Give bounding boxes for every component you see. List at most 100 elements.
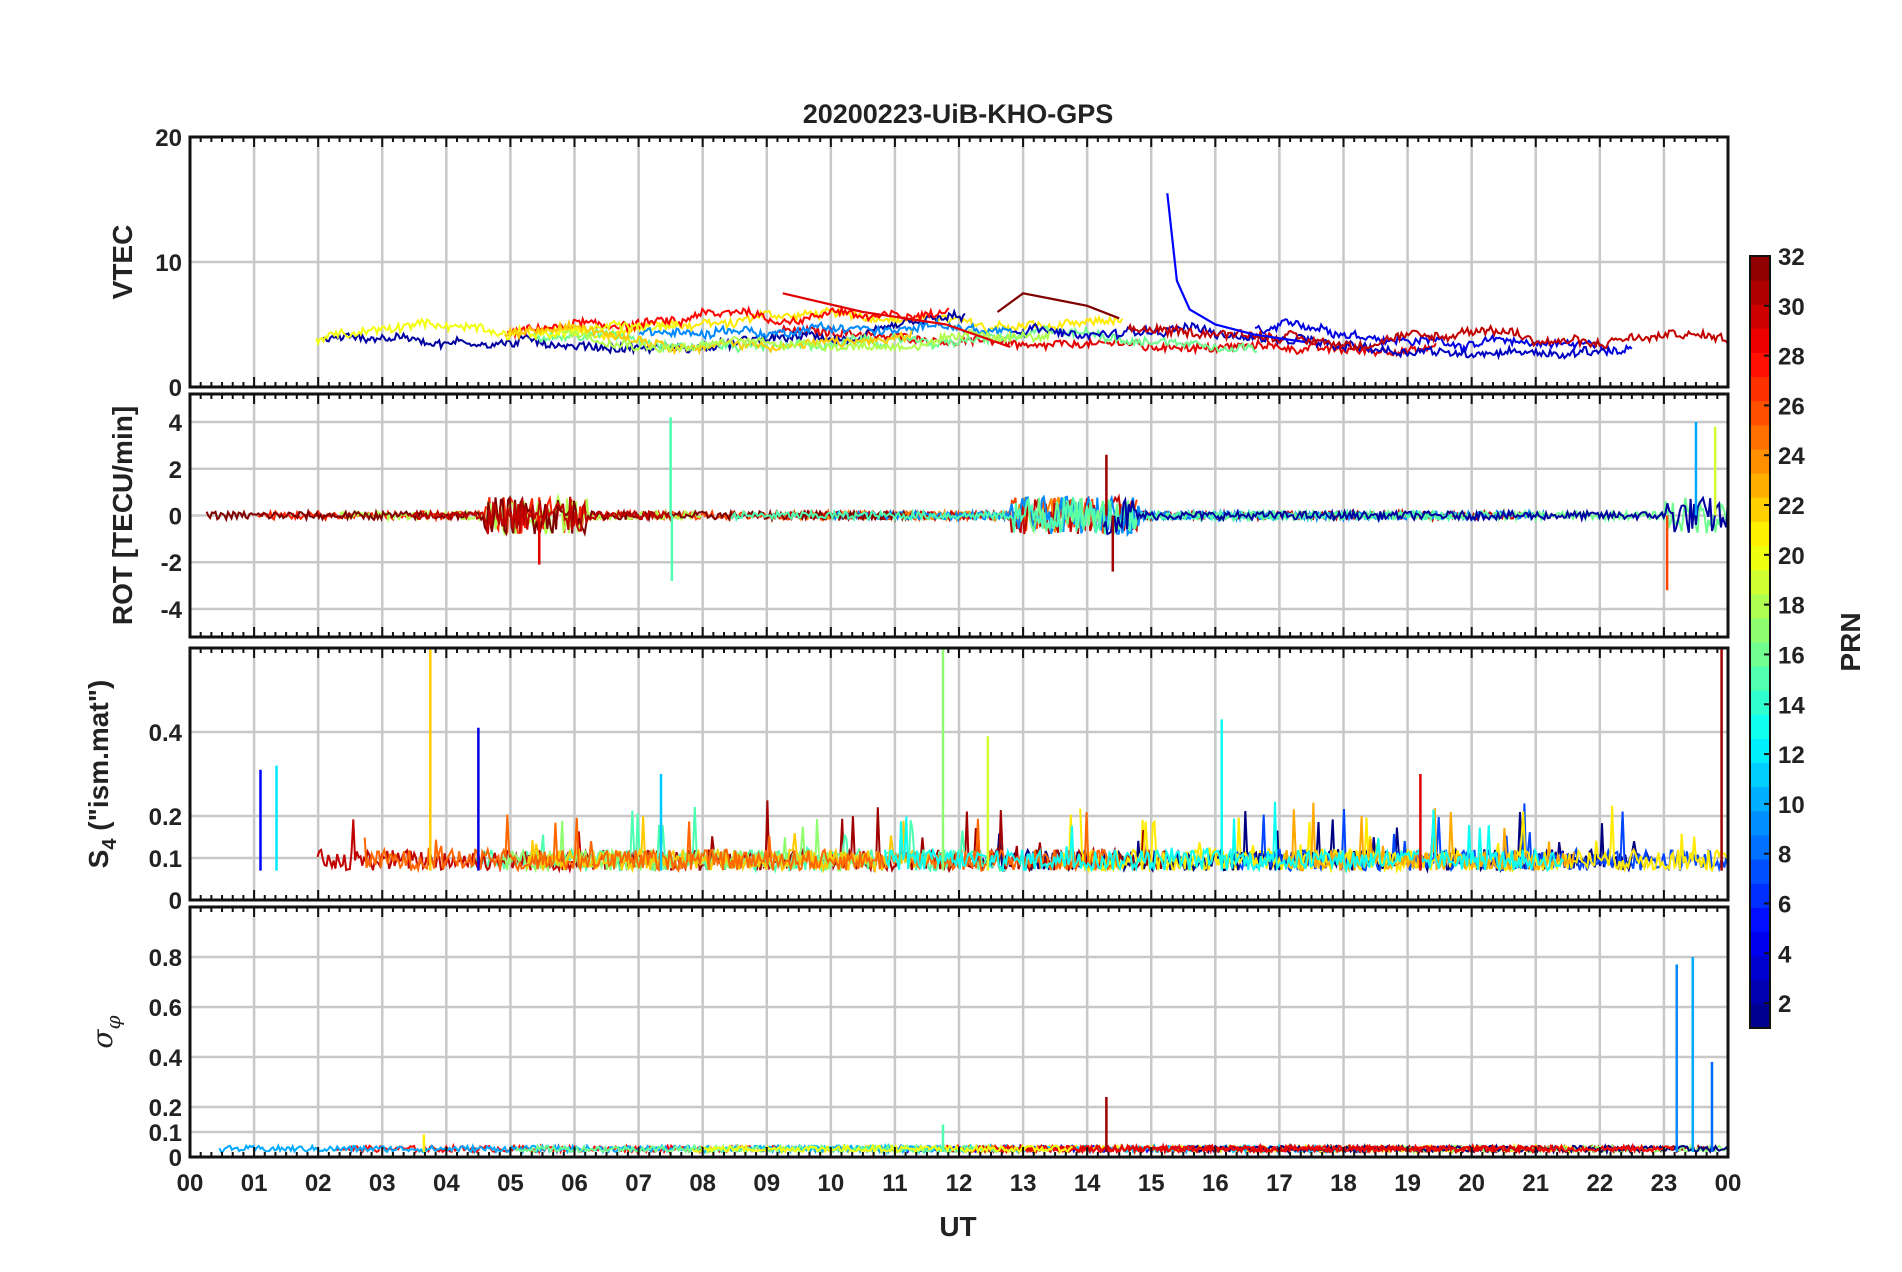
colorbar-step — [1750, 666, 1770, 691]
x-tick-label: 02 — [305, 1170, 332, 1197]
series-line — [218, 1142, 957, 1155]
feature-line — [782, 292, 1011, 349]
panel-vtec: 0 10 20 VTEC — [107, 125, 1730, 402]
colorbar-step — [1750, 883, 1770, 908]
x-tick-label: 20 — [1458, 1170, 1485, 1197]
series-group — [218, 957, 1728, 1156]
colorbar-tick-label: 20 — [1778, 543, 1805, 570]
x-tick-label: 00 — [177, 1170, 204, 1197]
colorbar-step — [1750, 642, 1770, 667]
y-tick-label: 2 — [169, 457, 182, 484]
colorbar-step — [1750, 304, 1770, 329]
series-group — [205, 417, 1728, 591]
y-tick-label: 0 — [169, 888, 182, 915]
y-tick-label: 0 — [169, 1145, 182, 1172]
colorbar-tick-label: 14 — [1778, 692, 1805, 719]
series-line — [1060, 805, 1728, 875]
y-tick-label: -2 — [161, 550, 182, 577]
y-axis-label: ROT [TECU/min] — [107, 406, 138, 625]
colorbar-step — [1750, 810, 1770, 836]
y-tick-label: 20 — [155, 125, 182, 152]
x-tick-label: 23 — [1651, 1170, 1678, 1197]
x-tick-label: 01 — [241, 1170, 268, 1197]
y-axis-label: S4 ("ism.mat") — [83, 680, 121, 869]
x-tick-label: 14 — [1074, 1170, 1101, 1197]
x-tick-label: 07 — [625, 1170, 652, 1197]
series-group — [259, 648, 1728, 875]
x-tick-label: 09 — [753, 1170, 780, 1197]
colorbar-step — [1750, 617, 1770, 643]
x-tick-label: 19 — [1394, 1170, 1421, 1197]
colorbar-step — [1750, 714, 1770, 739]
series-line — [884, 801, 1565, 875]
colorbar-step — [1750, 280, 1770, 305]
colorbar-tick-label: 24 — [1778, 443, 1805, 470]
colorbar-step — [1750, 690, 1770, 715]
colorbar-tick-label: 10 — [1778, 792, 1805, 819]
panel-sigma: 00.10.2 0.4 0.6 0.8 σφ 00 01 02 03 04 05 06 07 08 09 10… — [86, 905, 1742, 1197]
x-tick-label: 15 — [1138, 1170, 1165, 1197]
y-tick-label: 0.1 — [149, 1120, 182, 1147]
chart-title: 20200223-UiB-KHO-GPS — [803, 99, 1114, 129]
colorbar-tick-label: 26 — [1778, 393, 1805, 420]
y-tick-label: 0.2 — [149, 804, 182, 831]
colorbar-tick-label: 2 — [1778, 991, 1791, 1018]
colorbar-tick-label: 22 — [1778, 493, 1805, 520]
colorbar-tick-label: 4 — [1778, 941, 1792, 968]
colorbar-step — [1750, 835, 1770, 860]
colorbar-step — [1750, 762, 1770, 788]
y-axis-label: VTEC — [107, 225, 138, 300]
feature-line — [996, 292, 1120, 320]
colorbar-step — [1750, 376, 1770, 402]
colorbar-step — [1750, 328, 1770, 353]
colorbar-tick-label: 30 — [1778, 294, 1805, 321]
x-tick-label: 05 — [497, 1170, 524, 1197]
colorbar-tick-label: 16 — [1778, 642, 1805, 669]
x-tick-label: 10 — [817, 1170, 844, 1197]
colorbar-step — [1750, 859, 1770, 884]
y-tick-label: 4 — [169, 410, 183, 437]
x-tick-label: 06 — [561, 1170, 588, 1197]
x-tick-label: 13 — [1010, 1170, 1037, 1197]
colorbar-step — [1750, 738, 1770, 764]
colorbar-tick-label: 18 — [1778, 593, 1805, 620]
x-tick-label: 16 — [1202, 1170, 1229, 1197]
colorbar-step — [1750, 979, 1770, 1005]
y-tick-label: 0.8 — [149, 945, 182, 972]
y-tick-label: 10 — [155, 250, 182, 277]
colorbar-step — [1750, 1003, 1770, 1029]
colorbar-step — [1750, 521, 1770, 546]
colorbar-step — [1750, 907, 1770, 932]
colorbar-step — [1750, 569, 1770, 595]
y-tick-label: 0.4 — [149, 1045, 183, 1072]
y-tick-label: 0.1 — [149, 846, 182, 873]
series-group — [315, 193, 1728, 361]
y-tick-label: 0.4 — [149, 720, 183, 747]
colorbar-label: PRN — [1835, 612, 1866, 671]
y-tick-label: 0.2 — [149, 1095, 182, 1122]
series-line — [506, 304, 950, 341]
y-tick-label: 0.6 — [149, 995, 182, 1022]
x-axis-label: UT — [939, 1211, 976, 1242]
colorbar-step — [1750, 593, 1770, 619]
series-line — [691, 1143, 1074, 1155]
series-line — [540, 306, 1124, 342]
colorbar-step — [1750, 424, 1770, 450]
series-line — [410, 496, 674, 535]
colorbar-frame — [1749, 255, 1771, 1029]
y-axis-label: σφ — [86, 1015, 125, 1048]
x-tick-label: 11 — [882, 1170, 907, 1197]
colorbar-tick-label: 12 — [1778, 742, 1805, 769]
colorbar-step — [1750, 352, 1770, 378]
series-line — [638, 317, 1013, 341]
series-line — [1102, 495, 1728, 536]
x-tick-label: 00 — [1715, 1170, 1742, 1197]
series-line — [315, 317, 680, 347]
y-tick-label: 0 — [169, 375, 182, 402]
y-tick-label: -4 — [161, 597, 183, 624]
series-line — [1127, 322, 1728, 352]
colorbar-step — [1750, 786, 1770, 812]
